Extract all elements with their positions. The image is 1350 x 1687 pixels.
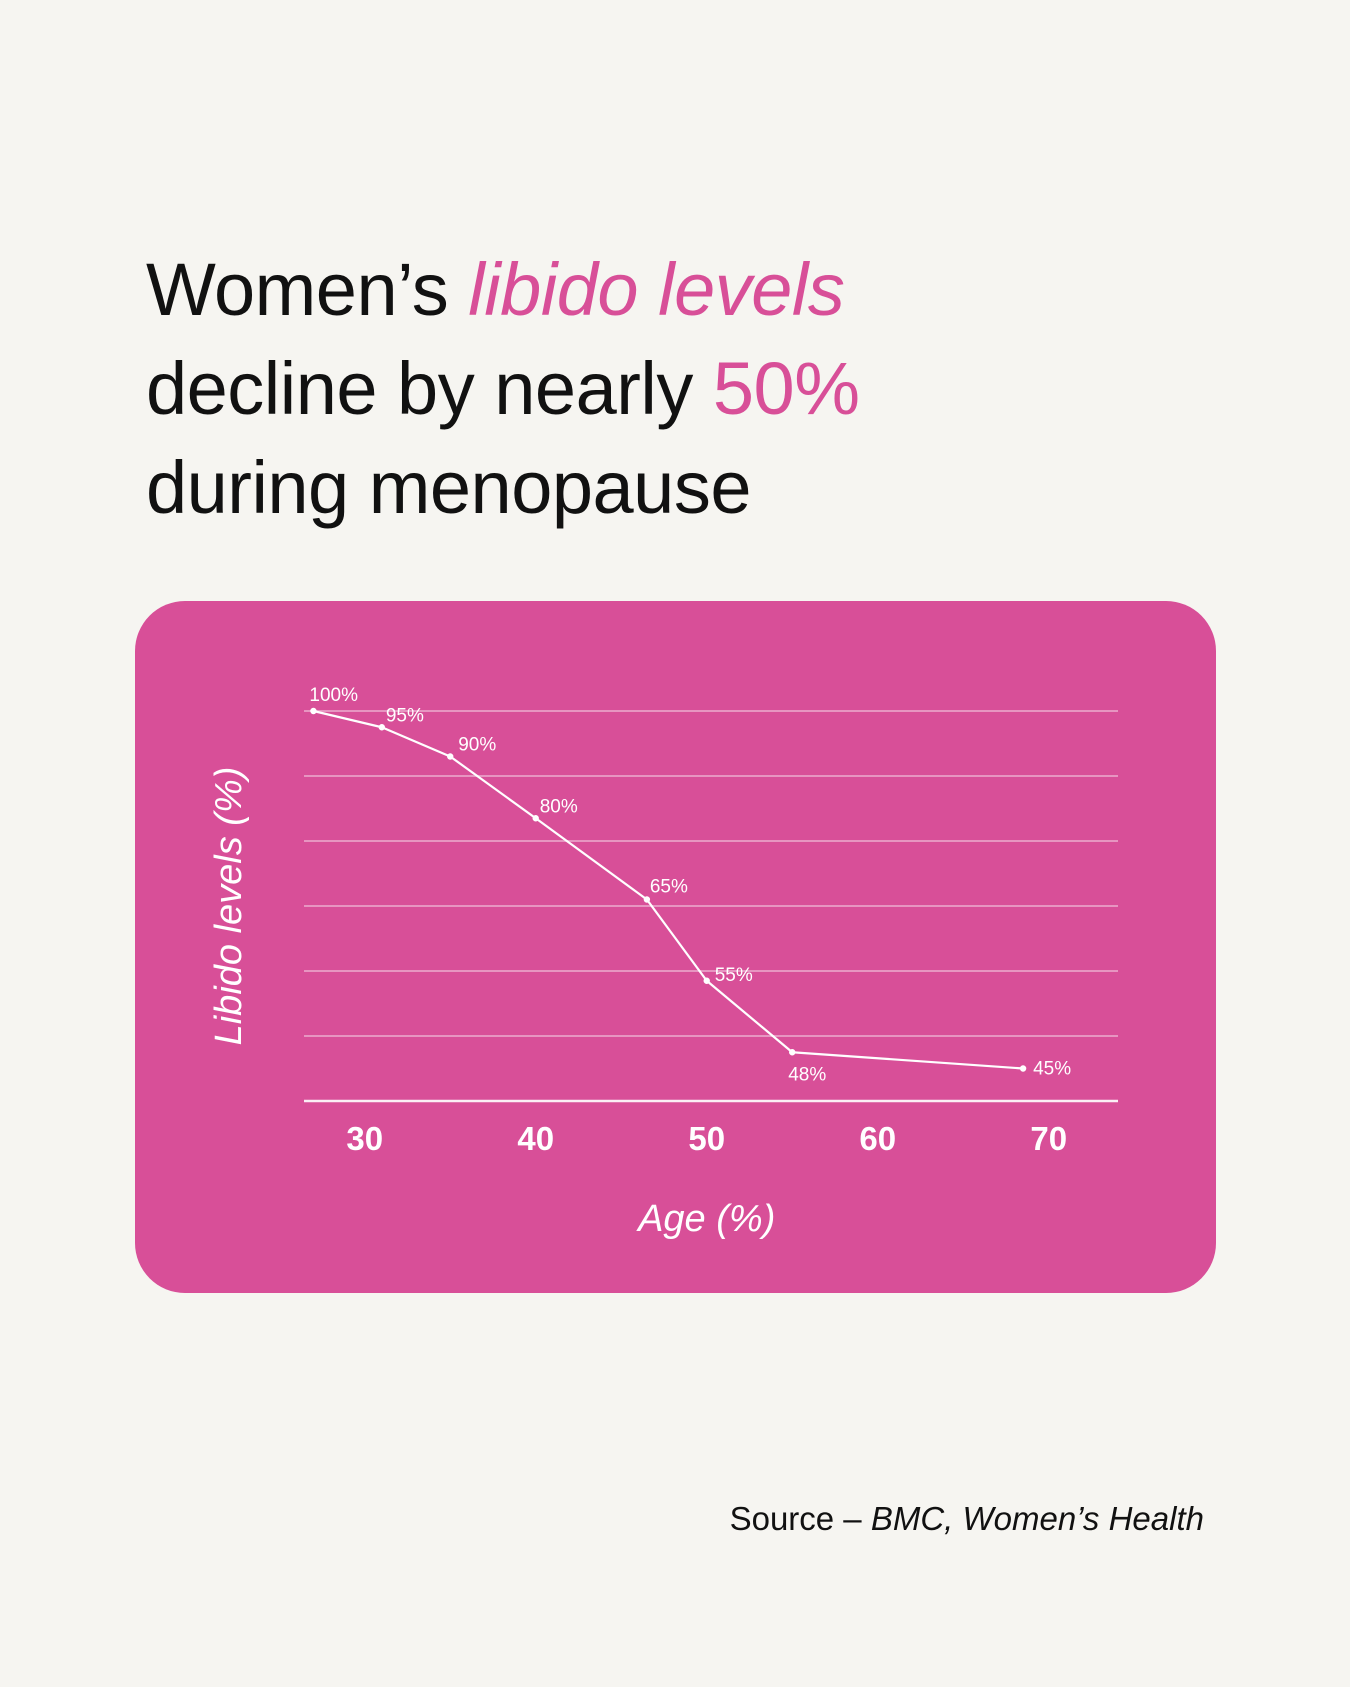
data-label: 48% — [788, 1064, 826, 1085]
data-point — [703, 977, 710, 984]
headline-line-3: during menopause — [146, 446, 751, 529]
source-reference: BMC, Women’s Health — [870, 1500, 1204, 1537]
x-tick-label: 70 — [1030, 1120, 1067, 1157]
headline-line-1-text: Women’s — [146, 248, 469, 331]
headline: Women’s libido levels decline by nearly … — [146, 240, 860, 537]
x-tick-label: 50 — [688, 1120, 725, 1157]
headline-accent-percentage: 50% — [712, 347, 860, 430]
data-point — [447, 753, 454, 760]
data-point — [310, 707, 317, 715]
data-label: 80% — [540, 796, 578, 817]
data-label: 100% — [309, 685, 358, 706]
headline-line-1: Women’s libido levels — [146, 240, 860, 339]
data-label: 55% — [715, 965, 753, 986]
series-line — [313, 709, 1024, 1070]
headline-line-2-text: decline by nearly — [146, 347, 713, 430]
x-tick-label: 60 — [859, 1120, 896, 1157]
y-axis-title: Libido levels (%) — [208, 767, 250, 1046]
data-label: 90% — [458, 735, 496, 756]
x-tick-label: 40 — [517, 1120, 554, 1157]
data-label: 95% — [386, 705, 424, 726]
source-prefix: Source – — [729, 1500, 871, 1537]
x-tick-label: 30 — [346, 1120, 383, 1157]
data-label: 45% — [1033, 1059, 1071, 1080]
headline-accent-libido-levels: libido levels — [468, 248, 845, 331]
data-point — [643, 896, 651, 903]
line-chart: 30 40 50 60 70 Age (%) Libido levels (%) 100% 95… — [208, 685, 1118, 1240]
data-point — [1019, 1065, 1027, 1072]
data-label: 65% — [650, 877, 688, 898]
data-point — [378, 724, 386, 731]
x-axis-title: Age (%) — [636, 1198, 775, 1240]
headline-line-2: decline by nearly 50% — [146, 339, 860, 438]
source-citation: Source – BMC, Women’s Health — [730, 1500, 1204, 1538]
chart-card: 30 40 50 60 70 Age (%) Libido levels (%) 100% 95… — [135, 601, 1216, 1293]
data-point — [532, 815, 539, 822]
data-point — [789, 1049, 796, 1056]
